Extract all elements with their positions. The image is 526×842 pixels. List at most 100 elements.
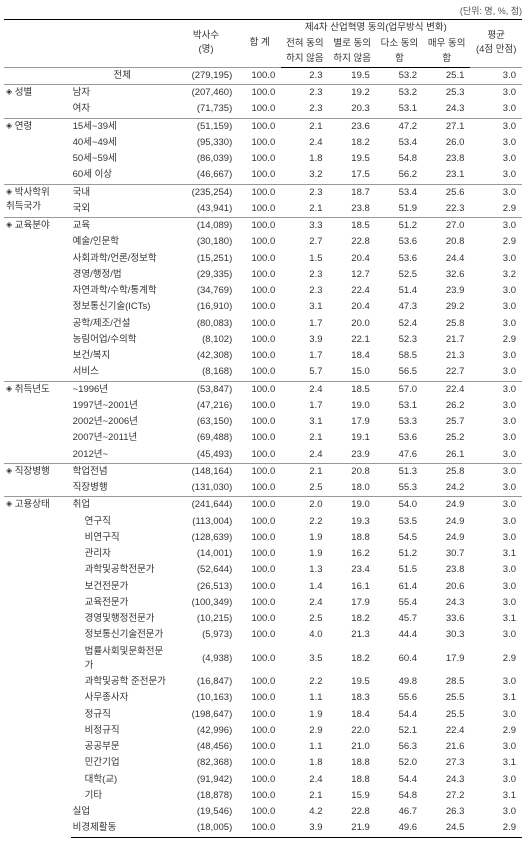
cell-v0: 1.7 — [281, 316, 328, 332]
cell-v0: 2.3 — [281, 267, 328, 283]
cell-tot: 100.0 — [238, 101, 281, 118]
cell-v0: 2.5 — [281, 480, 328, 497]
data-table: 박사수(명) 합 계 제4차 산업혁명 동의(업무방식 변화) 평균(4점 만점… — [4, 19, 522, 838]
cell-tot: 100.0 — [238, 348, 281, 364]
cell-sub: 서비스 — [71, 364, 174, 381]
table-row: 2007년~2011년(69,488) 100.0 2.1 19.1 53.6 … — [4, 430, 522, 446]
table-row: ◈ 취득년도~1996년(53,847) 100.0 2.4 18.5 57.0… — [4, 381, 522, 398]
cell-tot: 100.0 — [238, 332, 281, 348]
cell-n: (82,368) — [174, 755, 238, 771]
cell-v2: 51.3 — [376, 463, 423, 480]
cell-avg: 3.0 — [470, 627, 522, 643]
cell-v1: 19.1 — [329, 430, 376, 446]
cell-avg: 3.0 — [470, 497, 522, 514]
cell-avg: 2.9 — [470, 332, 522, 348]
cell-v3: 27.2 — [423, 788, 470, 804]
cell-sub: 비경제활동 — [71, 820, 174, 837]
cell-tot: 100.0 — [238, 562, 281, 578]
cell-tot: 100.0 — [238, 381, 281, 398]
cell-sub: 국외 — [71, 201, 174, 218]
cell-v2: 53.4 — [376, 135, 423, 151]
cell-v0: 1.8 — [281, 151, 328, 167]
cell-sub: 60세 이상 — [71, 167, 174, 184]
table-row: 연구직(113,004) 100.0 2.2 19.3 53.5 24.9 3.… — [4, 514, 522, 530]
cell-avg: 3.0 — [470, 151, 522, 167]
cell-v2: 49.6 — [376, 820, 423, 837]
cell-v3: 23.1 — [423, 167, 470, 184]
cell-v0: 5.7 — [281, 364, 328, 381]
cell-avg: 3.1 — [470, 546, 522, 562]
table-row: 직장병행(131,030) 100.0 2.5 18.0 55.3 24.2 3… — [4, 480, 522, 497]
cell-v2: 52.5 — [376, 267, 423, 283]
cell-tot: 100.0 — [238, 579, 281, 595]
cell-tot: 100.0 — [238, 234, 281, 250]
cell-v2: 53.4 — [376, 184, 423, 201]
cell-tot: 100.0 — [238, 772, 281, 788]
cell-v1: 22.0 — [329, 723, 376, 739]
cell-v3: 22.4 — [423, 723, 470, 739]
cell-v3: 32.6 — [423, 267, 470, 283]
cell-v1: 23.8 — [329, 201, 376, 218]
table-row: 서비스(8,168) 100.0 5.7 15.0 56.5 22.7 3.0 — [4, 364, 522, 381]
cell-v3: 25.7 — [423, 414, 470, 430]
cell-v1: 19.5 — [329, 67, 376, 84]
cell-n: (18,005) — [174, 820, 238, 837]
cell-v3: 26.3 — [423, 804, 470, 820]
cell-v0: 3.3 — [281, 218, 328, 235]
table-row: 경영/행정/법(29,335) 100.0 2.3 12.7 52.5 32.6… — [4, 267, 522, 283]
cell-v3: 25.5 — [423, 690, 470, 706]
cell-v2: 52.0 — [376, 755, 423, 771]
th-total: 합 계 — [238, 20, 281, 68]
cell-v0: 3.9 — [281, 820, 328, 837]
cell-v0: 2.2 — [281, 514, 328, 530]
cell-v0: 2.3 — [281, 67, 328, 84]
cell-v2: 53.1 — [376, 398, 423, 414]
cell-n: (26,513) — [174, 579, 238, 595]
cell-tot: 100.0 — [238, 546, 281, 562]
cell-sub: 실업 — [71, 804, 174, 820]
cell-avg: 3.0 — [470, 772, 522, 788]
cell-sub: 50세~59세 — [71, 151, 174, 167]
cell-v2: 53.1 — [376, 101, 423, 118]
cell-v3: 27.0 — [423, 218, 470, 235]
cell-v3: 24.2 — [423, 480, 470, 497]
cell-v3: 24.4 — [423, 251, 470, 267]
cell-v3: 26.0 — [423, 135, 470, 151]
cell-tot: 100.0 — [238, 267, 281, 283]
table-row: 50세~59세(86,039) 100.0 1.8 19.5 54.8 23.8… — [4, 151, 522, 167]
cell-v2: 54.0 — [376, 497, 423, 514]
cell-sub: 비정규직 — [71, 723, 174, 739]
cell-v3: 20.8 — [423, 234, 470, 250]
cell-tot: 100.0 — [238, 739, 281, 755]
th-avg: 평균(4점 만점) — [470, 20, 522, 68]
cell-n: (91,942) — [174, 772, 238, 788]
table-row: 정보통신기술(ICTs)(16,910) 100.0 3.1 20.4 47.3… — [4, 299, 522, 315]
cell-sub: 과학및공학전문가 — [71, 562, 174, 578]
cell-tot: 100.0 — [238, 218, 281, 235]
table-row: ◈ 연령15세~39세(51,159) 100.0 2.1 23.6 47.2 … — [4, 118, 522, 135]
cell-v3: 21.7 — [423, 332, 470, 348]
cell-n: (53,847) — [174, 381, 238, 398]
cell-tot: 100.0 — [238, 820, 281, 837]
cell-tot: 100.0 — [238, 364, 281, 381]
table-row: 비정규직(42,996) 100.0 2.9 22.0 52.1 22.4 2.… — [4, 723, 522, 739]
cell-v2: 53.6 — [376, 251, 423, 267]
cell-v3: 22.4 — [423, 381, 470, 398]
cell-sub: 2007년~2011년 — [71, 430, 174, 446]
cell-tot: 100.0 — [238, 674, 281, 690]
cell-tot: 100.0 — [238, 85, 281, 102]
cell-v2: 54.8 — [376, 151, 423, 167]
cell-sub: 경영/행정/법 — [71, 267, 174, 283]
cell-v0: 2.0 — [281, 497, 328, 514]
cell-n: (5,973) — [174, 627, 238, 643]
cell-v2: 51.2 — [376, 218, 423, 235]
cell-v2: 55.4 — [376, 595, 423, 611]
cell-v0: 2.4 — [281, 772, 328, 788]
cell-v0: 2.7 — [281, 234, 328, 250]
cell-avg: 3.0 — [470, 674, 522, 690]
cell-cat: ◈ 박사학위 취득국가 — [4, 184, 71, 218]
cell-n: (51,159) — [174, 118, 238, 135]
cell-v0: 3.1 — [281, 299, 328, 315]
cell-v1: 19.3 — [329, 514, 376, 530]
cell-v3: 24.3 — [423, 772, 470, 788]
